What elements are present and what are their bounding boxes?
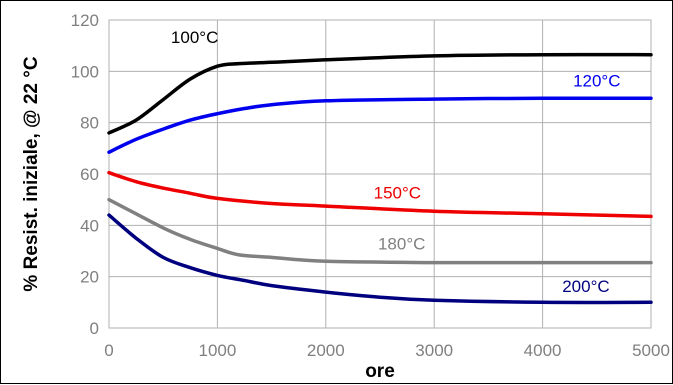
tick-labels: 0 1000 2000 3000 4000 5000 0 20 40 60 80 100 120 — [71, 11, 670, 360]
series-labels: 100°C 120°C 150°C 180°C 200°C — [171, 28, 621, 296]
series-line — [107, 96, 653, 154]
y-tick-label: 40 — [80, 216, 99, 235]
x-tick-label: 3000 — [415, 341, 453, 360]
series-line — [107, 213, 653, 305]
series-line — [107, 170, 653, 219]
series-line — [107, 197, 653, 265]
series-lines — [107, 52, 653, 305]
grid — [108, 19, 652, 329]
x-tick-label: 1000 — [198, 341, 236, 360]
y-tick-label: 60 — [80, 165, 99, 184]
series-label: 100°C — [171, 28, 218, 47]
y-tick-label: 80 — [80, 114, 99, 133]
x-tick-label: 4000 — [524, 341, 562, 360]
series-label: 200°C — [562, 277, 609, 296]
series-line — [107, 52, 653, 135]
x-tick-label: 0 — [104, 341, 113, 360]
y-axis-label: % Resist. iniziale, @ 22 °C — [21, 56, 42, 291]
y-tick-label: 0 — [90, 319, 99, 338]
y-tick-label: 20 — [80, 268, 99, 287]
series-label: 180°C — [378, 235, 425, 254]
series-label: 120°C — [573, 72, 620, 91]
y-tick-label: 100 — [71, 62, 99, 81]
series-label: 150°C — [374, 183, 421, 202]
y-tick-label: 120 — [71, 11, 99, 30]
x-axis-label: ore — [365, 361, 395, 382]
x-tick-label: 2000 — [307, 341, 345, 360]
x-tick-label: 5000 — [632, 341, 670, 360]
